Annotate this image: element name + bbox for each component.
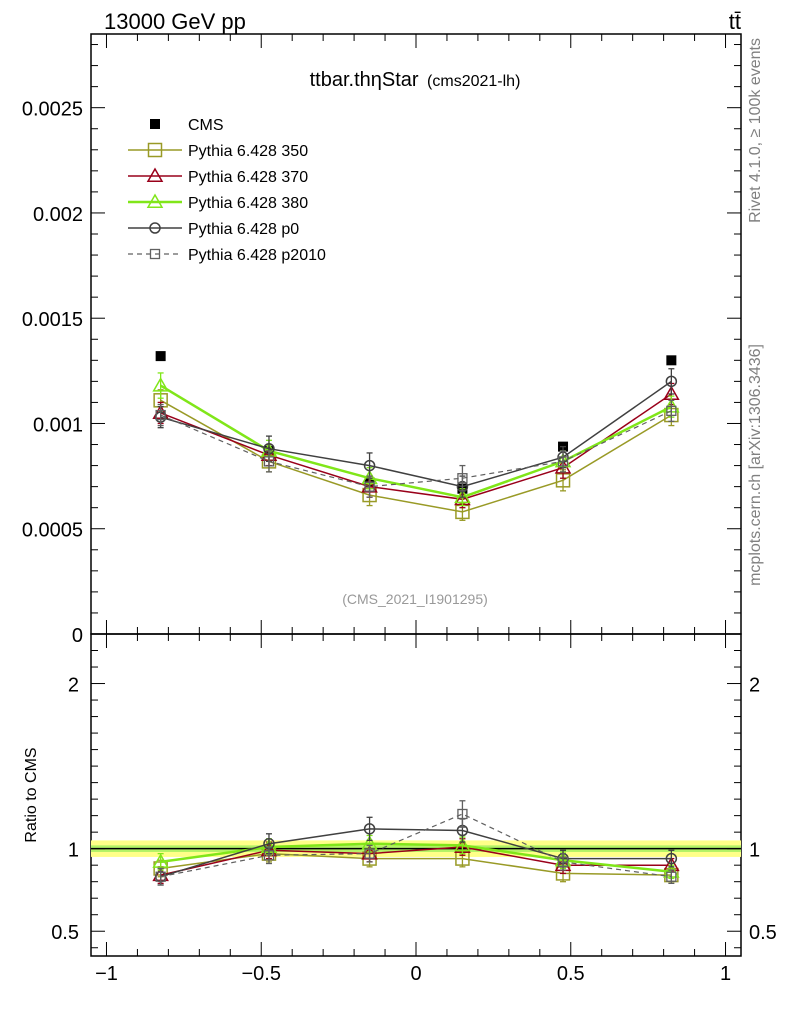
legend-marker-pythia-6-428-370 — [146, 167, 164, 182]
point-pythia-6-428-p0 — [363, 823, 376, 835]
header-process-label: tt̄ — [729, 9, 741, 34]
legend-label-pythia-6-428-p0: Pythia 6.428 p0 — [188, 221, 299, 238]
point-pythia-6-428-p2010 — [557, 856, 569, 868]
series-line-pythia-6-428-p2010 — [160, 813, 672, 878]
ratio-series-layer — [152, 800, 680, 886]
point-pythia-6-428-380 — [454, 836, 471, 852]
point-cms — [155, 351, 166, 362]
point-pythia-6-428-p2010 — [666, 871, 677, 882]
main-y-tick-label: 0 — [72, 625, 83, 647]
main-y-tick-label: 0.001 — [33, 414, 83, 436]
series-line-pythia-6-428-p0 — [160, 380, 672, 488]
point-pythia-6-428-p2010 — [263, 456, 275, 467]
series-line-pythia-6-428-370 — [160, 393, 672, 501]
rivet-version-label: Rivet 4.1.0, ≥ 100k events — [747, 38, 764, 223]
point-pythia-6-428-p2010 — [364, 481, 375, 492]
ratio-y-tick-label-right: 0.5 — [749, 922, 777, 944]
main-y-tick-label: 0.0005 — [22, 520, 83, 542]
point-pythia-6-428-380 — [152, 853, 169, 868]
ratio-x-tick-label: 0 — [410, 963, 421, 985]
ratio-y-axis-label: Ratio to CMS — [23, 747, 40, 842]
series-line-pythia-6-428-350 — [160, 852, 672, 876]
legend-marker-pythia-6-428-350 — [147, 142, 163, 158]
point-pythia-6-428-p2010 — [457, 473, 468, 484]
point-cms — [666, 355, 677, 366]
ratio-y-tick-label-right: 2 — [749, 675, 760, 697]
point-pythia-6-428-380 — [454, 488, 471, 504]
point-pythia-6-428-p0 — [665, 852, 678, 865]
main-title: ttbar.thηStar (cms2021-lh) — [310, 69, 521, 91]
ratio-band — [91, 840, 741, 857]
point-pythia-6-428-p2010 — [666, 405, 677, 416]
point-pythia-6-428-p0 — [363, 459, 376, 472]
legend: CMS Pythia 6.428 350 Pythia 6.428 370 Pythi… — [128, 117, 326, 264]
point-pythia-6-428-p0 — [665, 375, 678, 388]
main-title-sub: (cms2021-lh) — [427, 73, 520, 90]
header-collision-label: 13000 GeV pp — [104, 9, 246, 34]
series-line-pythia-6-428-350 — [160, 399, 672, 513]
legend-label-pythia-6-428-370: Pythia 6.428 370 — [188, 169, 308, 186]
main-series-layer — [152, 351, 680, 521]
ratio-x-tick-label: −0.5 — [241, 963, 280, 985]
series-line-pythia-6-428-370 — [160, 846, 672, 876]
point-pythia-6-428-p2010 — [155, 409, 166, 421]
ratio-x-tick-label: 0.5 — [557, 963, 585, 985]
ratio-y-tick-label-right: 1 — [749, 840, 760, 862]
series-line-pythia-6-428-p2010 — [160, 410, 672, 488]
main-y-tick-label: 0.0015 — [22, 309, 83, 331]
main-y-tick-label: 0.0025 — [22, 99, 83, 121]
main-title-text: ttbar.thηStar — [310, 69, 419, 91]
series-line-pythia-6-428-380 — [159, 384, 672, 499]
point-pythia-6-428-380 — [152, 377, 169, 392]
legend-label-cms: CMS — [188, 117, 224, 134]
ratio-x-tick-label: 1 — [720, 963, 731, 985]
ratio-y-tick-label: 1 — [68, 840, 79, 862]
legend-label-pythia-6-428-380: Pythia 6.428 380 — [188, 195, 308, 212]
point-pythia-6-428-p2010 — [155, 871, 166, 882]
point-pythia-6-428-p2010 — [457, 808, 468, 820]
legend-marker-pythia-6-428-p2010 — [149, 248, 161, 260]
ratio-y-tick-label: 0.5 — [51, 922, 79, 944]
point-pythia-6-428-p2010 — [263, 850, 275, 861]
mcplots-label: mcplots.cern.ch [arXiv:1306.3436] — [747, 344, 764, 586]
ratio-x-tick-label: −1 — [95, 963, 118, 985]
series-line-pythia-6-428-p0 — [160, 828, 672, 878]
ratio-panel-frame — [90, 633, 742, 957]
analysis-watermark: (CMS_2021_I1901295) — [342, 591, 488, 607]
point-pythia-6-428-p2010 — [557, 456, 569, 467]
legend-label-pythia-6-428-350: Pythia 6.428 350 — [188, 143, 308, 160]
ratio-axes: 0.5 0.5 1 1 2 2 −1 −0.5 0 0.5 1 — [51, 633, 777, 985]
main-axes: 0 0.0005 0.001 0.0015 0.002 0.0025 — [22, 34, 741, 647]
legend-label-pythia-6-428-p2010: Pythia 6.428 p2010 — [188, 247, 326, 264]
ratio-y-tick-label: 2 — [68, 675, 79, 697]
main-y-tick-label: 0.002 — [33, 204, 83, 226]
legend-marker-cms — [150, 119, 160, 129]
legend-marker-pythia-6-428-380 — [146, 193, 164, 208]
point-pythia-6-428-p2010 — [364, 848, 375, 859]
legend-marker-pythia-6-428-p0 — [149, 222, 161, 234]
